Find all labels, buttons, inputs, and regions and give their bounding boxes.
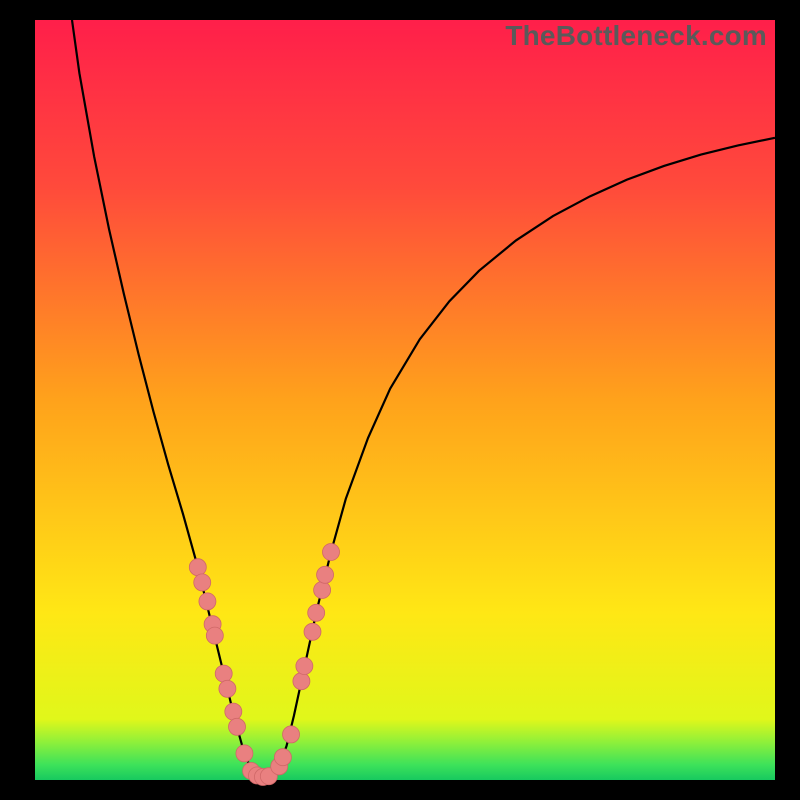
marker-dot — [206, 627, 223, 644]
figure-root: TheBottleneck.com — [0, 0, 800, 800]
marker-dot — [283, 726, 300, 743]
marker-dot — [236, 745, 253, 762]
marker-dot — [215, 665, 232, 682]
watermark-label: TheBottleneck.com — [505, 20, 767, 52]
marker-dot — [304, 623, 321, 640]
marker-dot — [219, 680, 236, 697]
marker-dot — [308, 604, 325, 621]
plot-area: TheBottleneck.com — [35, 20, 775, 780]
marker-dot — [194, 574, 211, 591]
marker-group — [189, 544, 339, 786]
marker-dot — [314, 582, 331, 599]
marker-dot — [229, 718, 246, 735]
bottleneck-curve — [72, 20, 775, 778]
marker-dot — [296, 658, 313, 675]
marker-dot — [274, 749, 291, 766]
marker-dot — [293, 673, 310, 690]
marker-dot — [189, 559, 206, 576]
chart-overlay — [35, 20, 775, 780]
marker-dot — [225, 703, 242, 720]
marker-dot — [199, 593, 216, 610]
marker-dot — [323, 544, 340, 561]
marker-dot — [317, 566, 334, 583]
